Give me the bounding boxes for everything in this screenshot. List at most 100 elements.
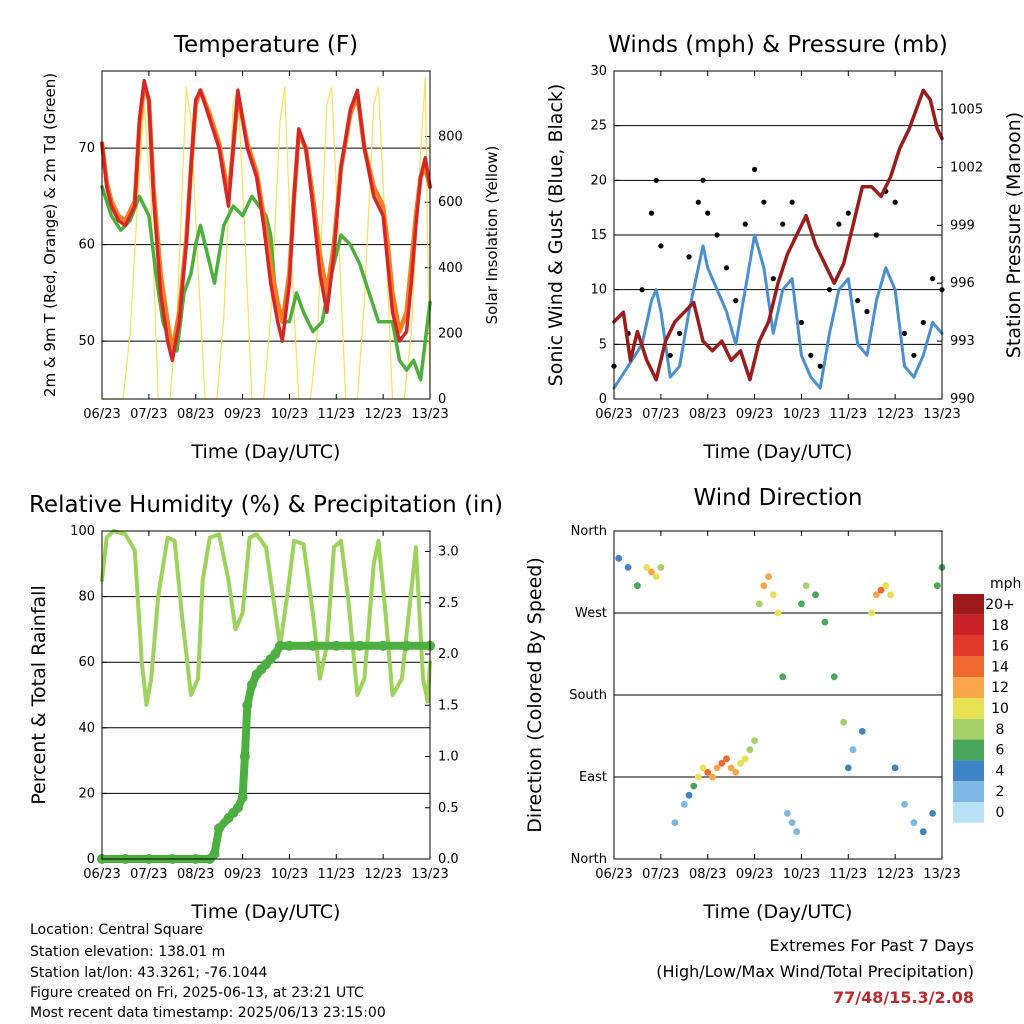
legend-label: 0 xyxy=(996,805,1005,821)
plot-frame xyxy=(613,530,943,860)
legend-swatch xyxy=(953,760,984,782)
x-tick-label: 08/23 xyxy=(177,407,214,422)
x-tick-label: 10/23 xyxy=(783,867,820,882)
y-tick-label: 100 xyxy=(70,524,95,539)
direction-point xyxy=(690,782,698,790)
x-tick-label: 13/23 xyxy=(411,867,448,882)
x-tick-label: 07/23 xyxy=(130,867,167,882)
chart-title: Relative Humidity (%) & Precipitation (i… xyxy=(29,492,503,518)
direction-point xyxy=(704,769,712,776)
y-tick-label: 30 xyxy=(590,64,607,79)
x-tick-label: 13/23 xyxy=(923,867,960,882)
x-tick-label: 10/23 xyxy=(271,867,308,882)
gust-point xyxy=(930,276,936,282)
direction-point xyxy=(877,586,885,594)
dewpoint-line xyxy=(100,185,432,382)
y-tick-label: 20 xyxy=(590,173,607,188)
gust-point xyxy=(742,221,748,227)
gust-point xyxy=(752,166,758,172)
direction-point xyxy=(634,582,641,590)
x-tick-label: 08/23 xyxy=(689,407,726,422)
gust-point xyxy=(705,210,711,216)
gust-point xyxy=(770,276,776,282)
y-axis-label: Percent & Total Rainfall xyxy=(28,585,50,804)
legend-swatch xyxy=(953,739,984,761)
direction-point xyxy=(844,764,852,772)
y-tick-label: 15 xyxy=(590,228,607,243)
y2-tick-label: 800 xyxy=(438,130,463,145)
gust-point xyxy=(873,232,880,238)
direction-point xyxy=(727,764,735,772)
y-tick-label: West xyxy=(575,606,607,621)
direction-point xyxy=(615,554,623,562)
temp-2m-line xyxy=(100,78,432,363)
y2-tick-label: 993 xyxy=(950,334,975,349)
plot-frame xyxy=(101,530,431,860)
y2-tick-label: 990 xyxy=(950,392,975,407)
chart-title: Temperature (F) xyxy=(173,32,358,58)
y-tick-label: 0 xyxy=(87,852,95,867)
gust-point xyxy=(733,298,739,304)
gust-point xyxy=(901,330,908,336)
x-tick-label: 11/23 xyxy=(830,407,867,422)
legend-swatch xyxy=(953,802,984,823)
direction-point xyxy=(887,591,894,599)
speed-legend: mph 20+ 18 16 14 12 10 8 6 4 2 0 xyxy=(953,576,1021,823)
plot-frame xyxy=(613,70,943,400)
direction-point xyxy=(671,819,679,826)
y-tick-label: 50 xyxy=(78,334,95,349)
direction-point xyxy=(718,759,726,767)
y-tick-label: 70 xyxy=(78,141,95,156)
x-tick-label: 11/23 xyxy=(318,867,355,882)
x-tick-label: 09/23 xyxy=(224,407,261,422)
extremes-values: 77/48/15.3/2.08 xyxy=(832,988,974,1007)
x-axis-label: Time (Day/UTC) xyxy=(703,901,853,923)
y2-tick-label: 999 xyxy=(950,218,975,233)
gust-point xyxy=(658,243,664,249)
direction-point xyxy=(901,800,908,808)
x-tick-label: 09/23 xyxy=(736,407,773,422)
x-tick-label: 10/23 xyxy=(271,407,308,422)
y-tick-label: East xyxy=(579,770,607,785)
legend-label: 10 xyxy=(991,701,1009,717)
direction-point xyxy=(694,773,702,781)
extremes-heading: Extremes For Past 7 Days xyxy=(769,936,974,955)
y-tick-label: 60 xyxy=(78,655,95,670)
chart-title: Winds (mph) & Pressure (mb) xyxy=(608,32,948,58)
legend-swatch xyxy=(953,677,984,698)
direction-point xyxy=(933,582,941,590)
chart-title: Wind Direction xyxy=(693,485,862,511)
pressure-line xyxy=(612,88,944,382)
y2-tick-label: 400 xyxy=(438,261,463,276)
x-tick-label: 11/23 xyxy=(830,867,867,882)
extremes-subheading: (High/Low/Max Wind/Total Precipitation) xyxy=(656,962,974,981)
x-tick-label: 09/23 xyxy=(736,867,773,882)
legend-title: mph xyxy=(990,576,1021,592)
x-axis-label: Time (Day/UTC) xyxy=(191,441,341,463)
y-tick-label: North xyxy=(571,852,607,867)
created-text: Figure created on Fri, 2025-06-13, at 23… xyxy=(30,985,364,1001)
y2-tick-label: 2.0 xyxy=(438,647,459,662)
direction-point xyxy=(798,600,805,608)
legend-swatch xyxy=(953,635,984,657)
x-tick-label: 06/23 xyxy=(83,867,120,882)
direction-point xyxy=(769,591,777,599)
y-tick-label: 5 xyxy=(599,337,607,352)
gust-point xyxy=(780,221,786,227)
x-tick-label: 11/23 xyxy=(318,407,355,422)
gust-point xyxy=(911,352,917,358)
gust-point xyxy=(789,199,795,205)
x-tick-label: 12/23 xyxy=(364,867,401,882)
location-text: Location: Central Square xyxy=(30,922,204,938)
gust-point xyxy=(695,199,701,205)
gust-point xyxy=(700,177,706,183)
y-tick-label: 40 xyxy=(78,721,95,736)
legend-label: 20+ xyxy=(985,597,1015,613)
direction-point xyxy=(680,800,688,808)
direction-point xyxy=(929,810,936,817)
direction-point xyxy=(652,573,660,580)
direction-point xyxy=(765,573,772,580)
y2-tick-label: 996 xyxy=(950,276,975,291)
y-tick-label: North xyxy=(571,524,607,539)
